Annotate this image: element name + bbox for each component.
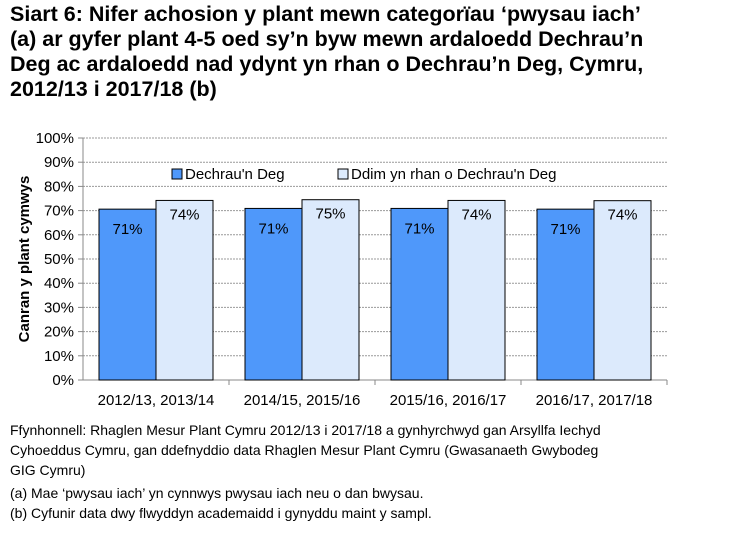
bar-ddim-dechraun-deg — [447, 199, 506, 381]
source-line: GIG Cymru) — [10, 462, 86, 478]
note-b: (b) Cyfunir data dwy flwyddyn academaidd… — [10, 505, 432, 521]
chart-title: Siart 6: Nifer achosion y plant mewn cat… — [10, 2, 730, 102]
data-label: 74% — [169, 206, 199, 223]
bar-dechraun-deg — [536, 208, 595, 381]
data-label: 71% — [258, 220, 288, 237]
bar-ddim-dechraun-deg — [155, 199, 214, 381]
bar-ddim-dechraun-deg — [593, 200, 652, 381]
title-line: 2012/13 i 2017/18 (b) — [10, 77, 217, 101]
y-tick-label: 70% — [44, 203, 74, 220]
legend-label: Ddim yn rhan o Dechrau'n Deg — [351, 166, 556, 183]
y-tick-label: 10% — [44, 348, 74, 365]
data-label: 75% — [315, 206, 345, 223]
chart-notes: Ffynhonnell: Rhaglen Mesur Plant Cymru 2… — [10, 420, 601, 523]
title-line: Deg ac ardaloedd nad ydynt yn rhan o Dec… — [10, 52, 644, 76]
y-tick-label: 100% — [36, 130, 74, 147]
legend-swatch — [171, 168, 183, 180]
x-tick-label: 2015/16, 2016/17 — [390, 392, 507, 409]
note-a: (a) Mae ‘pwysau iach’ yn cynnwys pwysau … — [10, 485, 424, 501]
y-tick-label: 40% — [44, 275, 74, 292]
x-tick-label: 2012/13, 2013/14 — [98, 392, 215, 409]
title-line: Siart 6: Nifer achosion y plant mewn cat… — [10, 2, 641, 26]
x-tick-label: 2014/15, 2015/16 — [244, 392, 361, 409]
legend-swatch — [337, 168, 349, 180]
y-tick-label: 30% — [44, 299, 74, 316]
y-tick-label: 90% — [44, 154, 74, 171]
source-line: Cyhoeddus Cymru, gan ddefnyddio data Rha… — [10, 442, 599, 458]
y-tick-label: 20% — [44, 324, 74, 341]
data-label: 71% — [404, 220, 434, 237]
y-tick-label: 80% — [44, 178, 74, 195]
bar-dechraun-deg — [390, 207, 449, 381]
bar-dechraun-deg — [98, 208, 157, 381]
data-label: 74% — [607, 207, 637, 224]
x-tick-label: 2016/17, 2017/18 — [536, 392, 653, 409]
y-tick-label: 0% — [52, 372, 74, 389]
bar-ddim-dechraun-deg — [301, 199, 360, 381]
y-axis-label: Canran y plant cymwys — [16, 176, 33, 343]
data-label: 71% — [112, 221, 142, 238]
y-tick-label: 60% — [44, 227, 74, 244]
data-label: 74% — [461, 206, 491, 223]
source-line: Ffynhonnell: Rhaglen Mesur Plant Cymru 2… — [10, 422, 601, 438]
legend-label: Dechrau'n Deg — [185, 166, 285, 183]
y-tick-label: 50% — [44, 251, 74, 268]
data-label: 71% — [550, 221, 580, 238]
bar-chart: 0% 10% 20% 30% 40% 50% 60% 70% 80% 90% 100% Canran … — [16, 130, 668, 409]
title-line: (a) ar gyfer plant 4-5 oed sy’n byw mewn… — [10, 27, 644, 51]
